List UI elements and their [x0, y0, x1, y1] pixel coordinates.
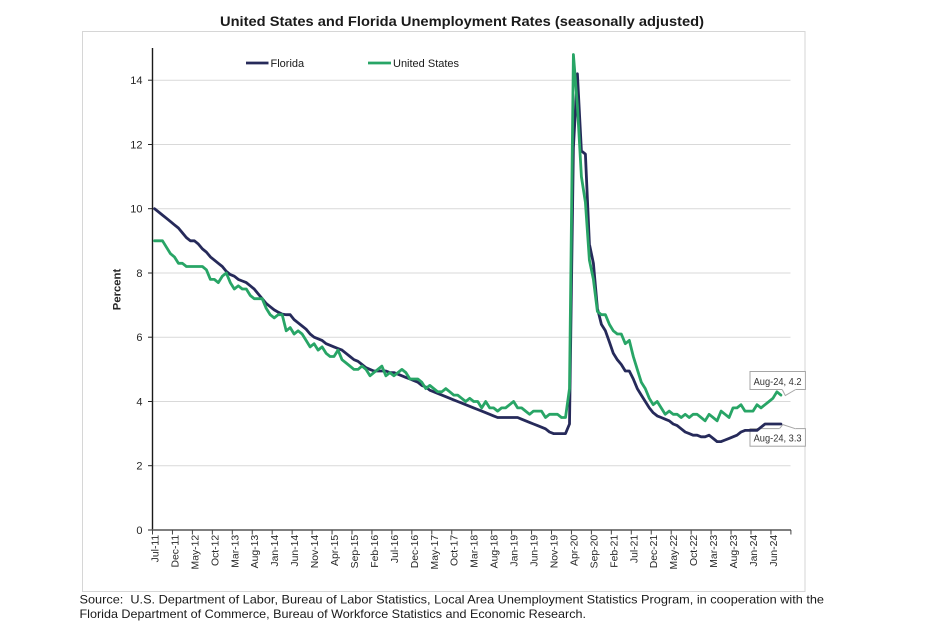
svg-text:4: 4	[136, 397, 142, 409]
svg-text:United States and Florida Unem: United States and Florida Unemployment R…	[220, 14, 704, 29]
svg-text:Jun-24: Jun-24	[769, 535, 780, 567]
svg-text:Jun-19: Jun-19	[530, 535, 541, 567]
svg-text:Mar-23: Mar-23	[709, 535, 720, 568]
svg-text:United States: United States	[393, 58, 460, 70]
svg-text:Jun-14: Jun-14	[290, 535, 301, 567]
svg-text:Mar-18: Mar-18	[470, 535, 481, 568]
svg-text:Percent: Percent	[112, 269, 124, 311]
svg-text:Sep-15: Sep-15	[350, 535, 361, 569]
svg-text:Jul-11: Jul-11	[151, 535, 162, 563]
svg-text:2: 2	[136, 461, 142, 473]
svg-text:Apr-20: Apr-20	[569, 535, 580, 566]
svg-text:Dec-16: Dec-16	[410, 535, 421, 569]
svg-text:Feb-16: Feb-16	[370, 535, 381, 568]
svg-text:8: 8	[136, 268, 142, 280]
svg-text:Source: U.S. Department of La: Source: U.S. Department of Labor, Bureau…	[80, 593, 825, 607]
svg-text:Dec-11: Dec-11	[170, 535, 181, 568]
svg-text:May-22: May-22	[669, 535, 680, 570]
svg-text:Nov-14: Nov-14	[310, 535, 321, 569]
svg-text:Jan-19: Jan-19	[510, 535, 521, 567]
svg-text:12: 12	[130, 140, 142, 152]
svg-text:10: 10	[130, 204, 142, 216]
svg-text:0: 0	[136, 525, 142, 537]
svg-text:Mar-13: Mar-13	[230, 535, 241, 568]
svg-text:Feb-21: Feb-21	[609, 535, 620, 568]
svg-text:Aug-24, 3.3: Aug-24, 3.3	[754, 433, 802, 445]
svg-text:Oct-22: Oct-22	[689, 535, 700, 566]
svg-text:May-12: May-12	[190, 535, 201, 570]
svg-text:Florida: Florida	[271, 58, 306, 70]
svg-text:Aug-13: Aug-13	[250, 535, 261, 569]
svg-text:Jan-24: Jan-24	[749, 535, 760, 567]
svg-text:14: 14	[130, 75, 142, 87]
svg-text:Oct-12: Oct-12	[210, 535, 221, 566]
svg-text:Apr-15: Apr-15	[330, 535, 341, 566]
svg-text:Jul-16: Jul-16	[390, 535, 401, 564]
svg-text:Nov-19: Nov-19	[550, 535, 561, 569]
svg-text:Dec-21: Dec-21	[649, 535, 660, 569]
svg-text:Aug-23: Aug-23	[729, 535, 740, 569]
svg-text:6: 6	[136, 332, 142, 344]
svg-text:Jul-21: Jul-21	[629, 535, 640, 564]
svg-text:Jan-14: Jan-14	[270, 535, 281, 567]
svg-text:Oct-17: Oct-17	[450, 535, 461, 566]
svg-text:Aug-18: Aug-18	[490, 535, 501, 569]
svg-text:Sep-20: Sep-20	[589, 535, 600, 569]
svg-text:Aug-24, 4.2: Aug-24, 4.2	[754, 376, 802, 388]
svg-text:May-17: May-17	[430, 535, 441, 570]
svg-text:Florida Department of Commerce: Florida Department of Commerce, Bureau o…	[80, 607, 587, 621]
